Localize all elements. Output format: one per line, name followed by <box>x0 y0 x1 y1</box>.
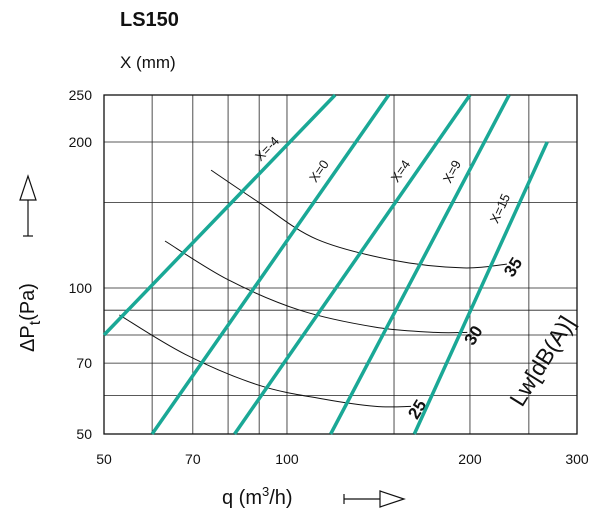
series-label: X=-4 <box>252 133 282 163</box>
y-tick-label: 70 <box>76 355 92 371</box>
series-line-X=0 <box>150 93 391 436</box>
series-line-X=15 <box>412 141 549 435</box>
y-tick-label: 100 <box>69 280 93 296</box>
series-line-X=9 <box>329 94 511 435</box>
x-tick-label: 70 <box>185 451 201 467</box>
noise-curve-35 <box>210 169 507 269</box>
y-tick-label: 50 <box>76 426 92 442</box>
series-line-X=-4 <box>102 93 337 337</box>
y-arrow-icon <box>19 174 37 237</box>
noise-curve-label: 35 <box>500 254 526 280</box>
plot-frame <box>103 94 578 435</box>
x-tick-label: 100 <box>275 451 299 467</box>
noise-curve-25 <box>119 314 412 408</box>
chart-subtitle: X (mm) <box>120 53 176 72</box>
series-line-X=4 <box>233 94 472 435</box>
x-axis-label: q (m3/h) <box>222 484 293 509</box>
y-tick-label: 250 <box>69 87 93 103</box>
y-axis-label: ΔPt(Pa) <box>17 283 44 352</box>
chart-title: LS150 <box>120 9 179 31</box>
series-label: X=15 <box>487 191 513 225</box>
noise-curve-30 <box>164 240 468 334</box>
series-label: X=9 <box>440 158 464 186</box>
x-tick-label: 300 <box>565 451 589 467</box>
x-tick-label: 200 <box>458 451 482 467</box>
x-arrow-icon <box>343 490 406 508</box>
x-tick-label: 50 <box>96 451 112 467</box>
y-tick-label: 200 <box>69 134 93 150</box>
